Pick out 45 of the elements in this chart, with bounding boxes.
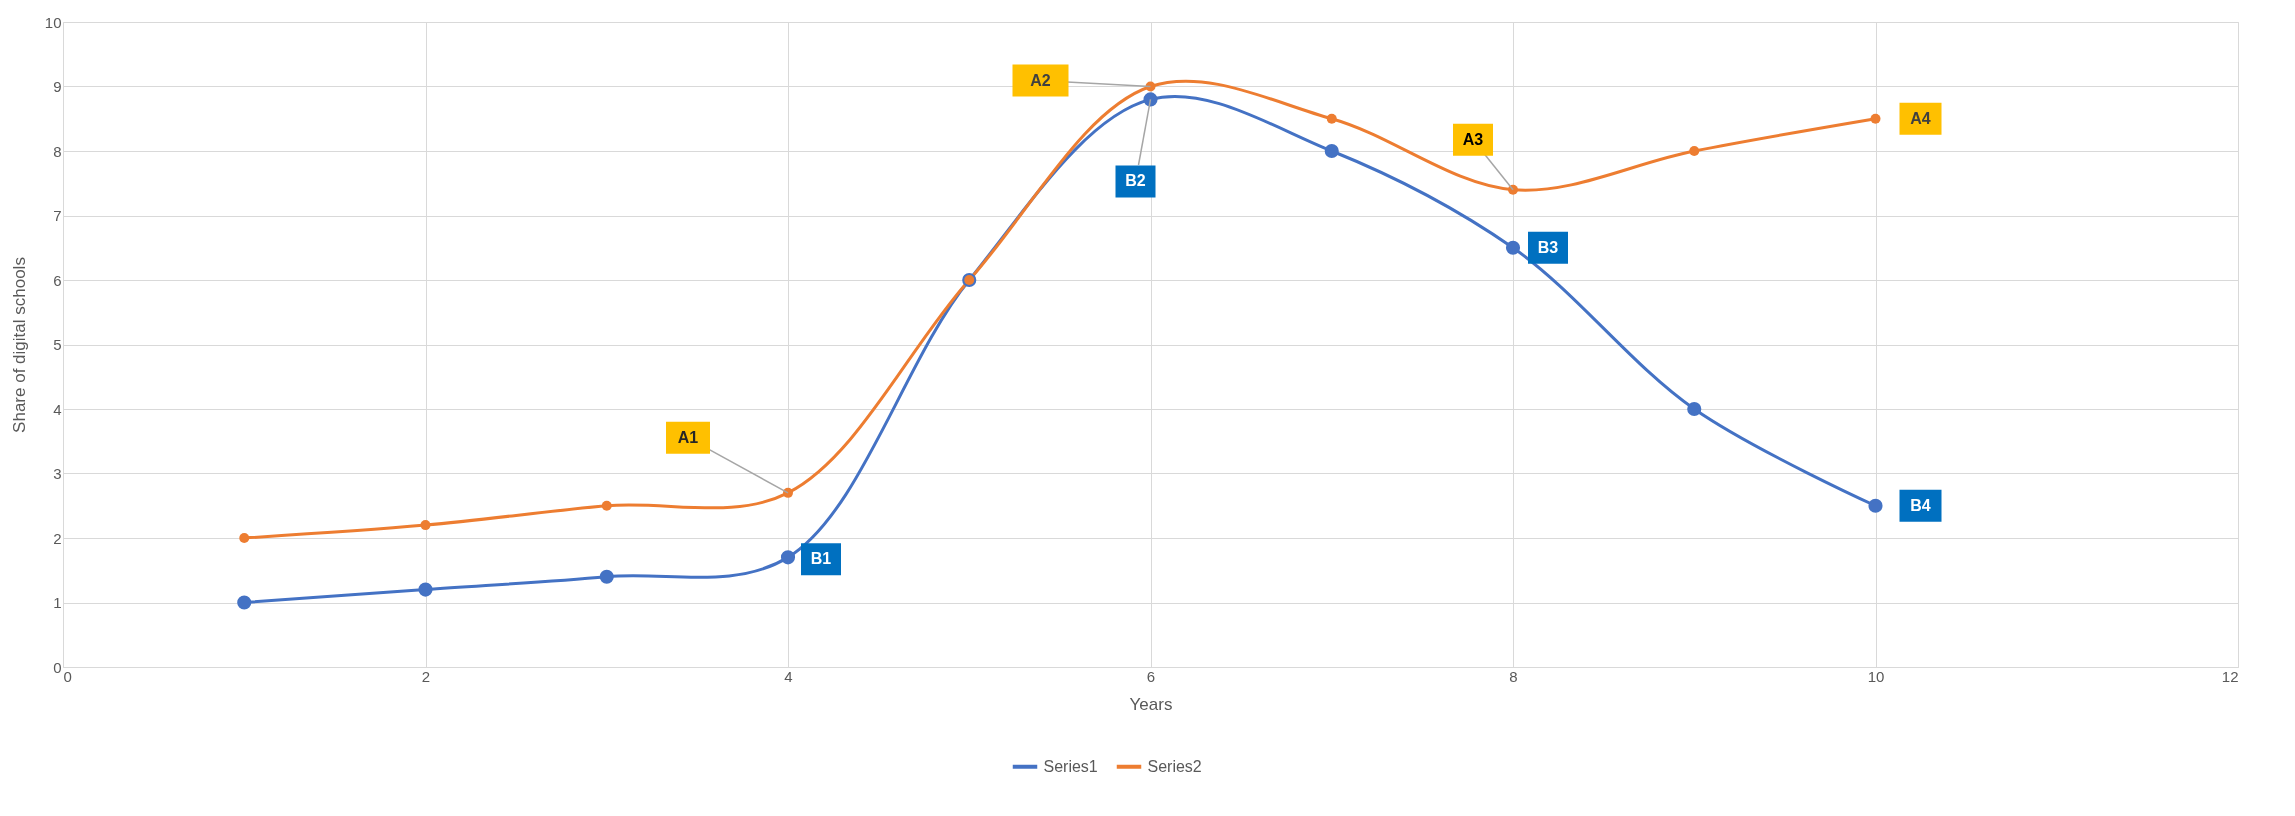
point [601,500,612,511]
point [783,487,793,498]
point [780,550,796,565]
point [1689,146,1700,156]
y-tick-label: 4 [53,400,62,418]
annotation: B4 [1910,496,1931,514]
annotation: B3 [1537,238,1559,256]
y-tick-label: 2 [53,529,62,547]
point [1505,240,1521,255]
point [1868,498,1883,513]
point [1687,401,1702,417]
y-tick-label: 7 [53,207,62,224]
annotation: A1 [677,428,699,446]
legend-label: Series2 [1147,757,1202,775]
x-tick-label: 4 [784,667,793,685]
x-axis-title: Years [1129,694,1173,714]
x-tick-label: 2 [421,667,431,685]
point [418,582,433,597]
point [1324,143,1339,159]
y-tick-label: 10 [44,13,62,31]
point [1508,184,1518,195]
y-tick-label: 3 [53,465,62,482]
y-tick-label: 9 [53,78,62,95]
y-axis-title: Share of digital schools [9,257,29,433]
y-tick-label: 1 [53,594,62,611]
point [1143,92,1158,107]
x-tick-label: 8 [1509,667,1518,685]
point [239,533,250,543]
annotation: B1 [810,550,832,568]
y-tick-label: 8 [53,142,62,160]
annotation: B2 [1125,172,1146,190]
point [237,595,252,610]
x-tick-label: 6 [1146,667,1156,685]
y-tick-label: 6 [53,271,62,289]
point [1326,113,1337,124]
annotation: A2 [1030,71,1051,89]
point [1870,113,1881,124]
annotation: A3 [1462,130,1484,148]
y-tick-label: 5 [53,336,62,353]
legend-label: Series1 [1043,757,1098,775]
annotation: A4 [1910,109,1931,127]
point [420,520,431,531]
x-tick-label: 10 [1867,667,1885,685]
x-tick-label: 12 [2221,667,2239,685]
point [599,569,614,584]
